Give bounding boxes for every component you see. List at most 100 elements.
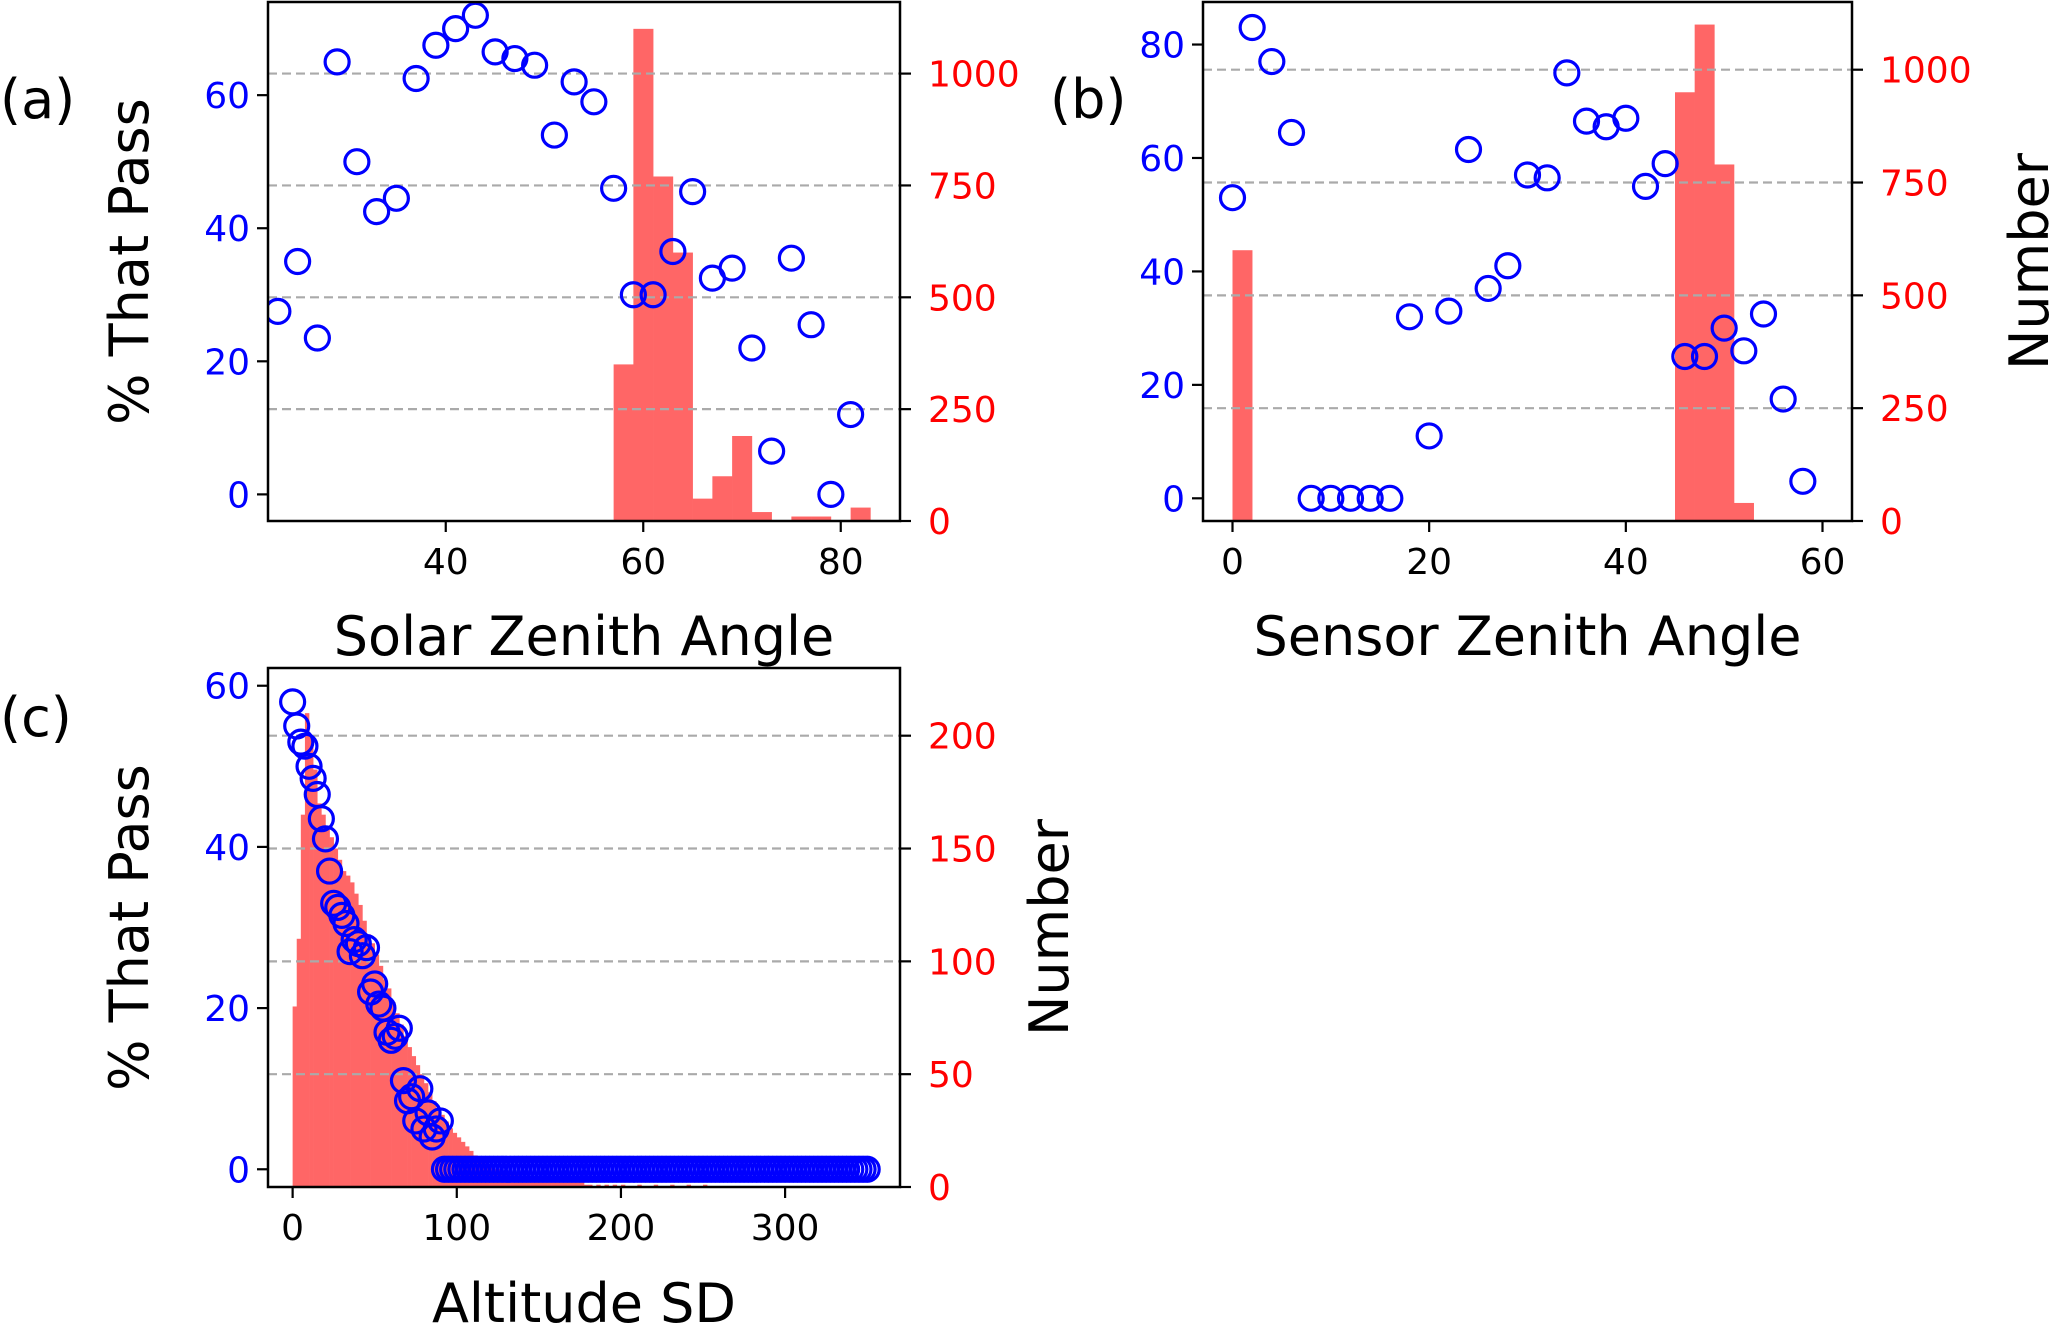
scatter-point: [1297, 484, 1325, 512]
scatter-point: [389, 1067, 418, 1095]
histogram-bar: [296, 938, 302, 1187]
scatter-point: [1513, 161, 1542, 189]
scatter-point: [1789, 467, 1817, 495]
scatter-point: [560, 68, 588, 96]
histogram-bar: [542, 1180, 548, 1187]
histogram-bar: [575, 1182, 581, 1187]
histogram-bar: [672, 252, 693, 521]
scatter-point: [332, 909, 360, 938]
y-right-tick-label: 750: [928, 166, 997, 207]
histogram-bar: [1714, 164, 1735, 521]
y-left-tick-label: 80: [1139, 26, 1185, 67]
y-right-tick-label: 0: [928, 1168, 951, 1209]
y-right-tick-label: 0: [928, 502, 951, 543]
histogram-bar: [337, 859, 343, 1187]
y-left-axis-label: % That Pass: [98, 98, 161, 425]
scatter-point: [639, 281, 667, 309]
x-tick-label: 0: [281, 1208, 304, 1249]
y-right-tick-label: 50: [928, 1055, 974, 1096]
scatter-point: [307, 805, 335, 833]
x-tick-label: 60: [1800, 542, 1846, 583]
histogram-bar: [329, 837, 334, 1187]
scatter-point: [361, 970, 389, 998]
histogram-bar: [692, 498, 713, 521]
scatter-point: [481, 38, 509, 66]
histogram-bar: [382, 979, 388, 1187]
plot-area: [268, 688, 900, 1187]
y-right-axis-label: Number: [1018, 818, 1081, 1036]
y-right-tick-label: 1000: [928, 55, 1020, 96]
scatter-point: [291, 732, 319, 760]
histogram-bar: [378, 965, 384, 1187]
y-left-tick-label: 60: [1139, 139, 1185, 180]
y-left-axis-label: % That Pass: [98, 764, 161, 1091]
scatter-point: [738, 334, 766, 362]
histogram-bar: [304, 713, 310, 1187]
histogram-bar: [366, 934, 371, 1187]
histogram-bar: [354, 893, 359, 1187]
scatter-point: [1218, 184, 1247, 212]
histogram-bar: [1694, 24, 1715, 521]
y-left-tick-label: 20: [204, 989, 250, 1030]
x-tick-label: 60: [620, 542, 666, 583]
scatter-point: [363, 197, 391, 226]
histogram-bar: [321, 814, 326, 1187]
scatter-point: [323, 48, 351, 76]
scatter-point: [1356, 484, 1384, 512]
histogram-bar: [633, 28, 654, 521]
scatter-point: [659, 237, 687, 266]
scatter-point: [1671, 342, 1699, 371]
scatter-point: [343, 148, 371, 176]
scatter-point: [1553, 59, 1581, 87]
axes-frame: [266, 666, 902, 1189]
y-right-tick-label: 200: [928, 717, 997, 758]
scatter-point: [1651, 150, 1679, 178]
scatter-point: [352, 934, 381, 962]
x-tick-label: 200: [587, 1208, 656, 1249]
scatter-point: [1730, 337, 1758, 365]
x-axis-label: Solar Zenith Angle: [334, 605, 834, 668]
histogram-bar: [1734, 502, 1754, 521]
scatter-point: [402, 64, 430, 93]
y-right-tick-label: 250: [1880, 389, 1949, 430]
histogram-bar: [387, 988, 392, 1187]
histogram-bar: [555, 1180, 560, 1187]
histogram-bar: [391, 1001, 396, 1187]
histogram-bar: [732, 435, 753, 521]
scatter-point: [1612, 104, 1640, 132]
scatter-point: [303, 324, 331, 352]
scatter-point: [1376, 484, 1404, 512]
histogram-bar: [362, 920, 367, 1187]
x-tick-label: 0: [1221, 542, 1244, 583]
y-left-tick-label: 60: [204, 76, 250, 117]
x-tick-label: 300: [751, 1208, 820, 1249]
y-left-tick-label: 20: [204, 342, 250, 383]
panel-label: (a): [0, 68, 75, 131]
histogram-bar: [292, 1006, 298, 1187]
histogram-bar: [579, 1182, 585, 1187]
histogram-bar: [1675, 92, 1695, 521]
y-left-tick-label: 20: [1139, 366, 1185, 407]
scatter-point: [679, 178, 707, 206]
scatter-point: [406, 1075, 434, 1103]
axes-frame: [1201, 0, 1854, 523]
x-tick-label: 100: [422, 1208, 491, 1249]
histogram-bar: [751, 512, 772, 521]
y-left-tick-label: 60: [204, 667, 250, 708]
histogram-bar: [653, 176, 674, 521]
histogram-bar: [345, 875, 351, 1187]
scatter-point: [521, 51, 549, 79]
scatter-point: [1533, 164, 1561, 192]
scatter-point: [1710, 314, 1738, 342]
panel-c: 0 100 200 300 0 20 40 60 0 50 100 150 200 Altitude SD…: [0, 667, 1081, 1327]
scatter-point: [382, 184, 410, 212]
scatter-point: [311, 825, 340, 853]
y-left-tick-label: 40: [1139, 252, 1185, 293]
histogram-bar: [325, 825, 330, 1187]
scatter-point: [426, 1107, 454, 1135]
histogram-bar: [850, 507, 871, 521]
panel-label: (b): [1050, 68, 1126, 131]
x-axis-label: Altitude SD: [432, 1272, 736, 1327]
y-right-tick-label: 750: [1880, 164, 1949, 205]
histogram-bar: [1232, 250, 1253, 521]
